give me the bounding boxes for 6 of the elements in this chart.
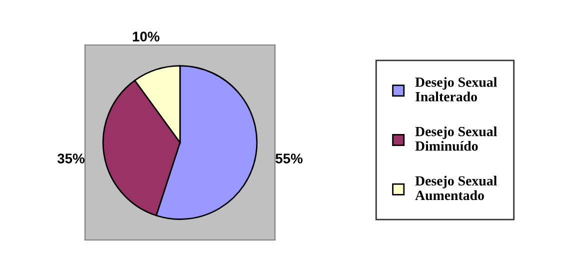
data-label: 35% <box>57 154 85 164</box>
legend-label: Desejo Sexual Diminuído <box>415 126 497 151</box>
legend-label: Desejo Sexual Inalterado <box>415 77 497 102</box>
legend-label: Desejo Sexual Aumentado <box>415 176 497 200</box>
data-label: 10% <box>132 32 160 42</box>
data-label: 55% <box>276 154 303 164</box>
